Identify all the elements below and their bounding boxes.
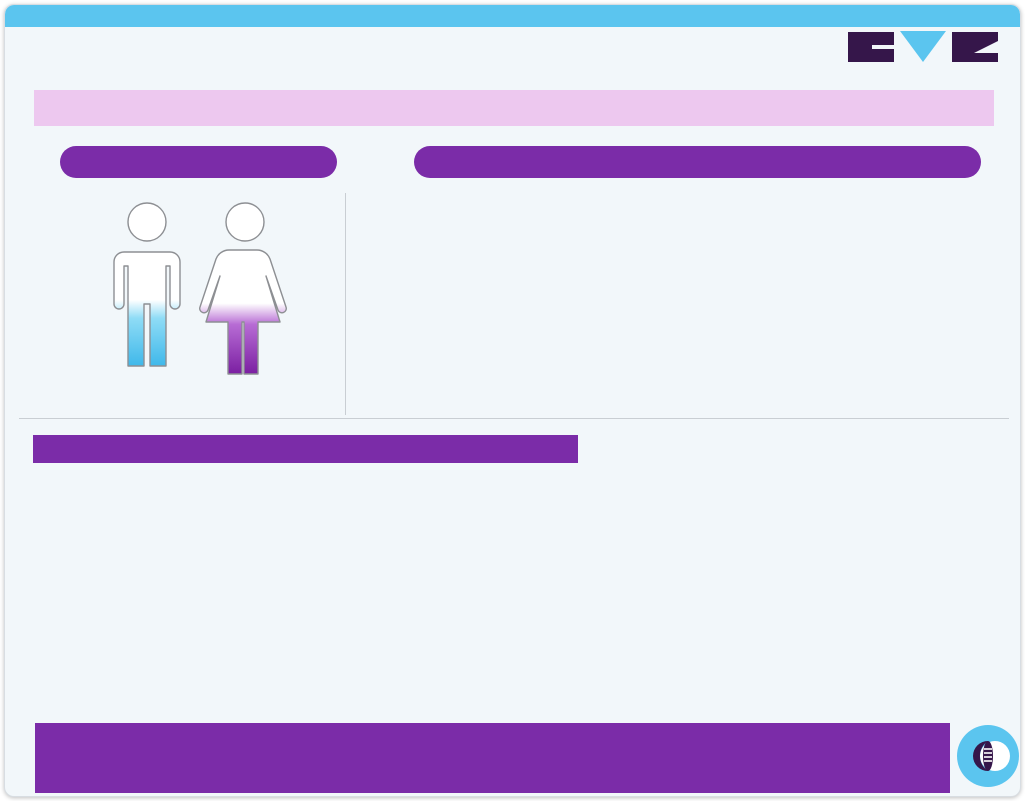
- panel-divider-horizontal: [19, 418, 1009, 419]
- infographic-card: [4, 4, 1021, 797]
- top-accent-bar: [5, 5, 1020, 27]
- section-header-pain-points: [33, 435, 578, 463]
- age-group-panel: [351, 193, 1011, 415]
- grand-view-research-logo: [848, 31, 998, 67]
- logo-letter-v-icon: [900, 31, 946, 62]
- logo-letter-g-icon: [848, 31, 894, 62]
- male-figure-icon: [113, 202, 181, 367]
- logo-letter-r-icon: [952, 31, 998, 62]
- brand-bars: [615, 490, 1010, 700]
- gender-panel: [27, 190, 342, 415]
- section-header-users-by-gender: [60, 146, 337, 178]
- brand-chart-panel: [605, 430, 1015, 710]
- page-title-banner: [34, 90, 994, 126]
- female-figure-icon: [199, 202, 287, 375]
- panel-divider-vertical: [345, 193, 346, 415]
- section-header-user-by-age-group: [414, 146, 981, 178]
- brand-chart-title: [605, 430, 1015, 454]
- logo-marks: [848, 31, 998, 62]
- brainshare-brain-icon: [957, 725, 1019, 787]
- footer-callout: [35, 723, 950, 793]
